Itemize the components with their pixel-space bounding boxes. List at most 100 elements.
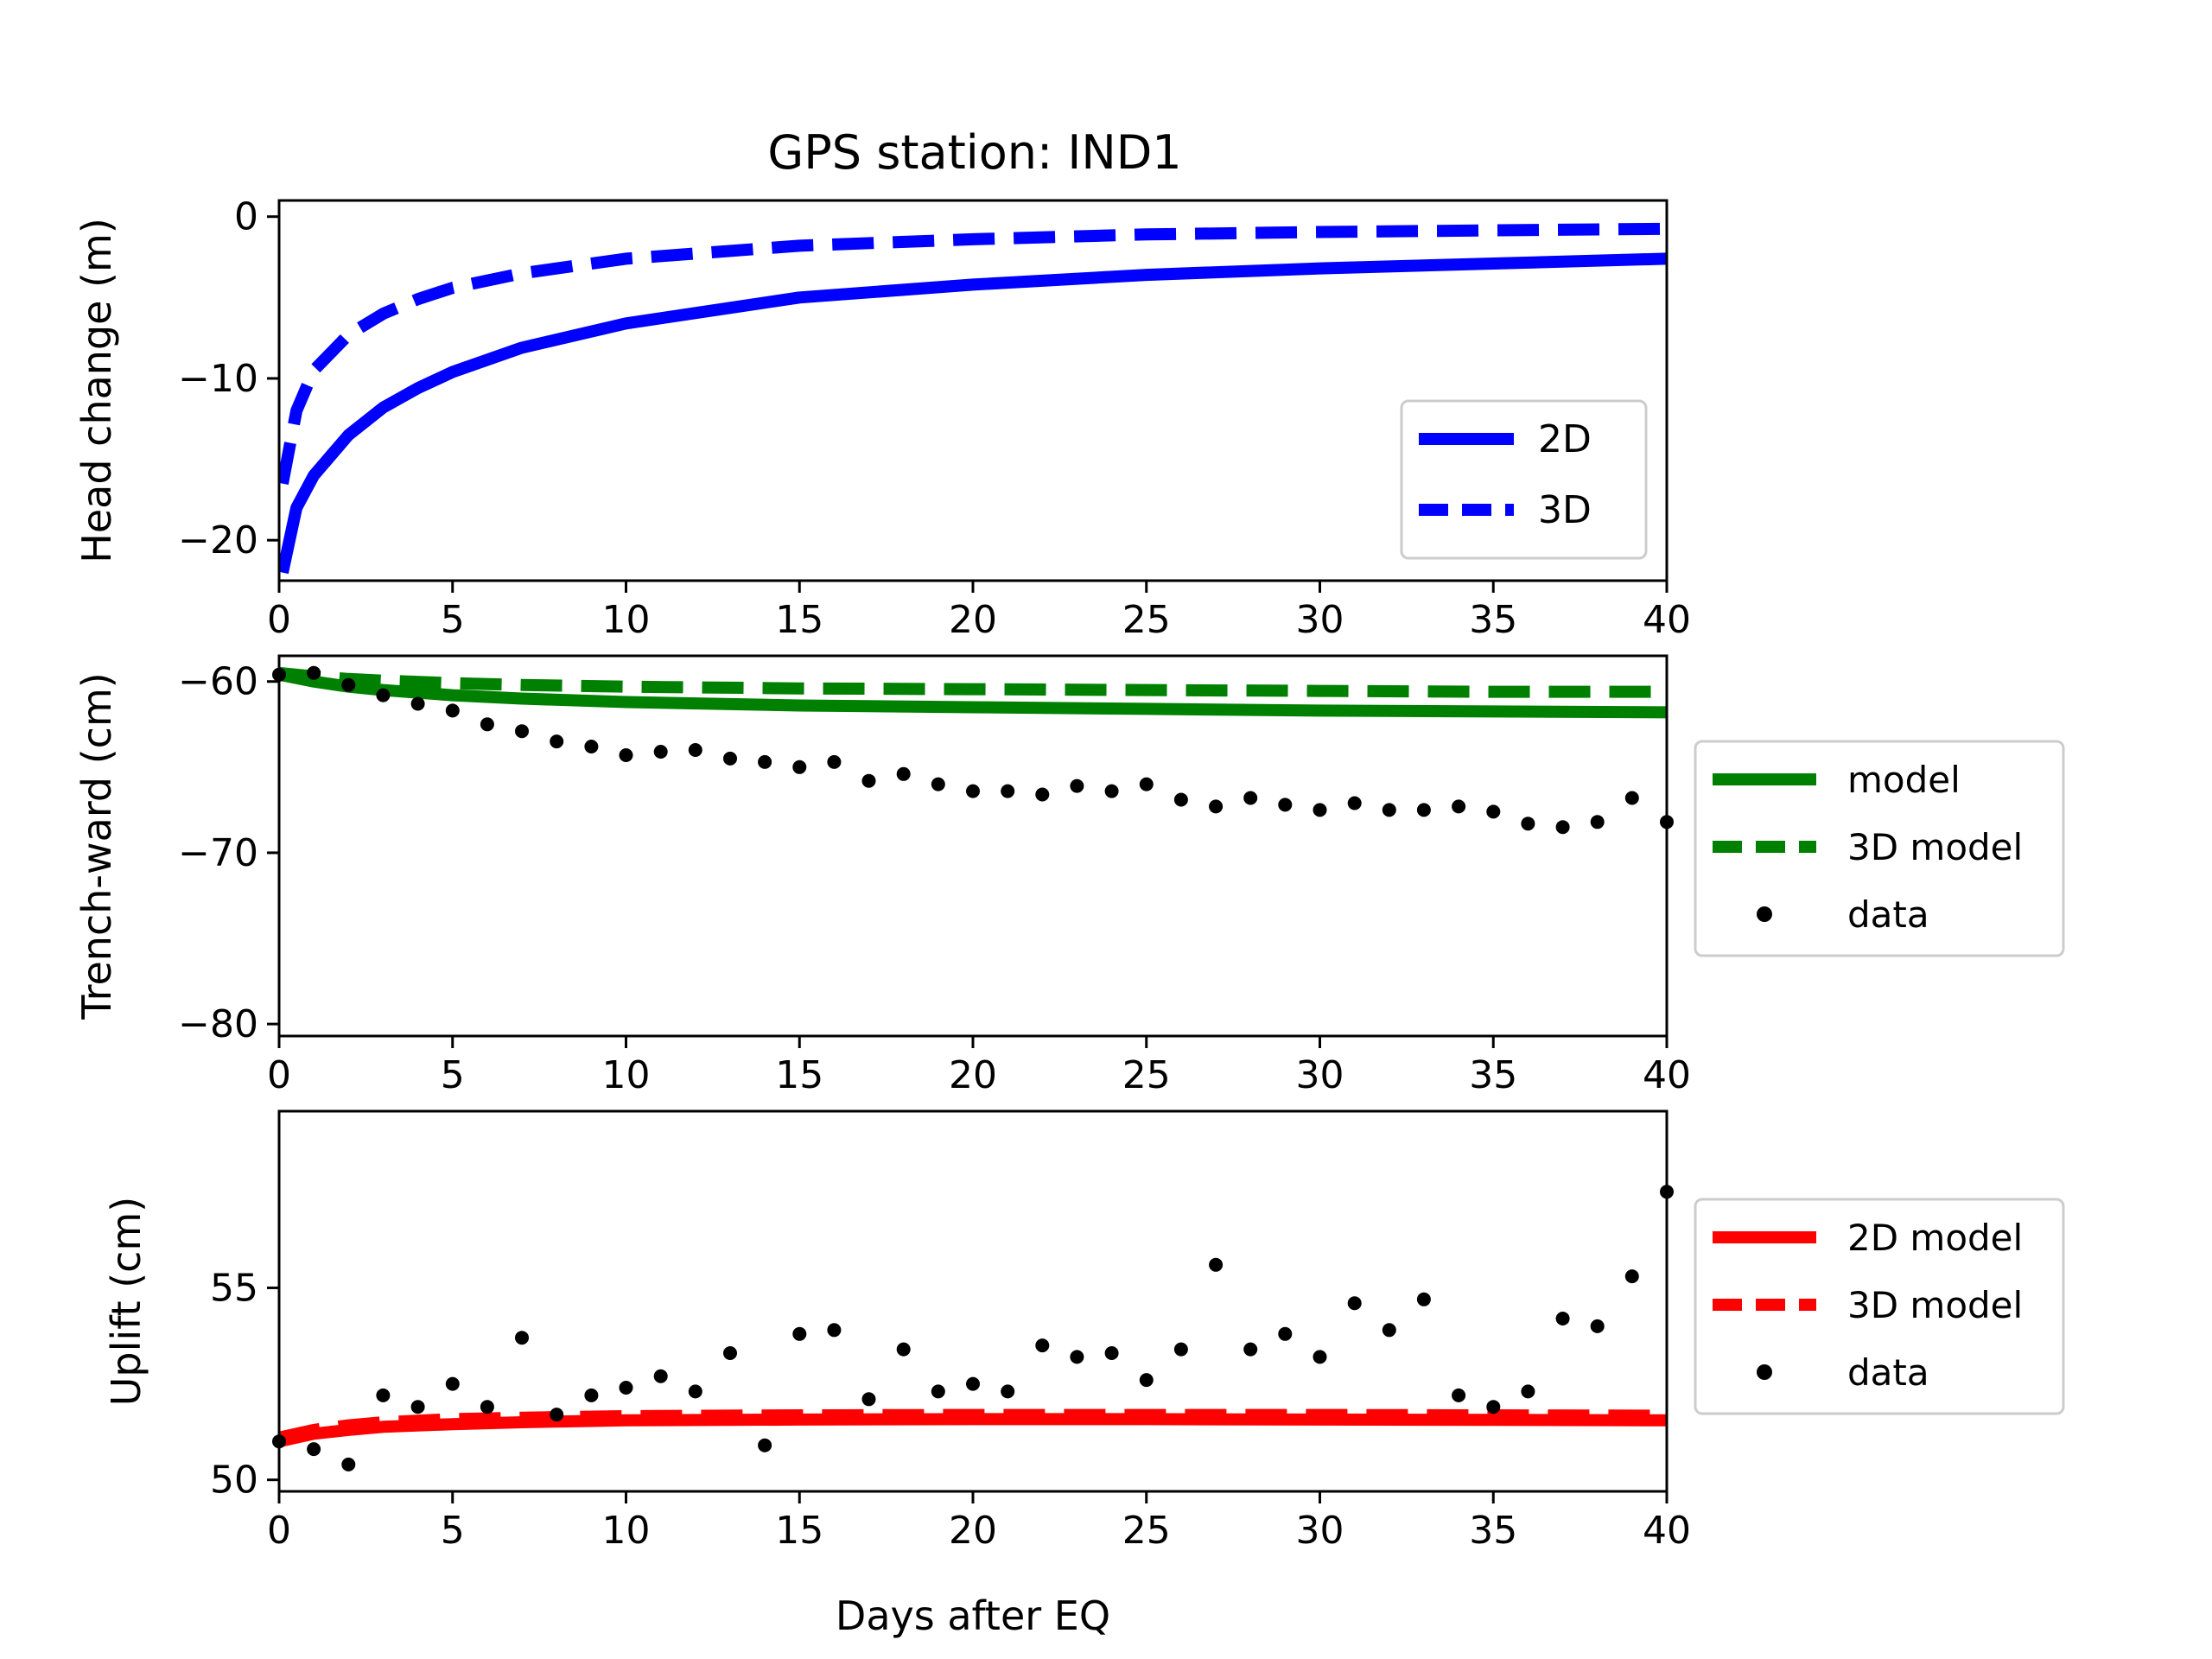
data-point-data xyxy=(550,734,564,749)
data-point-data xyxy=(861,773,876,788)
x-tick-label: 5 xyxy=(441,1509,465,1553)
data-point-data xyxy=(307,665,321,680)
x-tick-label: 10 xyxy=(602,1509,651,1553)
legend-box xyxy=(1694,740,2065,957)
x-axis-label: Days after EQ xyxy=(836,1592,1110,1639)
x-tick-label: 40 xyxy=(1643,598,1691,642)
data-point-data xyxy=(1521,817,1535,831)
data-point-data xyxy=(1486,1400,1501,1414)
y-tick-label: −20 xyxy=(178,518,258,563)
series-line-3d-model xyxy=(279,1408,1667,1444)
panel-head-change: 0 5 10 15 20 25 30 35 400−10−20 Head change (m) … xyxy=(73,195,1691,642)
series-points xyxy=(272,1185,1674,1471)
data-point-data xyxy=(827,754,842,769)
data-point-data xyxy=(550,1408,564,1422)
data-point-data xyxy=(688,743,702,757)
data-point-data xyxy=(1139,777,1154,791)
data-point-data xyxy=(792,760,807,774)
data-point-data xyxy=(1001,1384,1015,1399)
data-point-data xyxy=(480,717,494,732)
data-point-data xyxy=(1555,1312,1570,1325)
data-point-data xyxy=(445,1376,460,1391)
data-point-data xyxy=(896,766,911,781)
data-point-data xyxy=(410,696,425,711)
axis-ticks: 0 5 10 15 20 25 30 35 40 0 −10 −20 xyxy=(178,195,1691,642)
data-point-data xyxy=(758,754,772,769)
x-tick-label: 30 xyxy=(1296,1053,1344,1097)
data-point-data xyxy=(1035,787,1050,802)
x-tick-label: 10 xyxy=(602,598,651,642)
y-axis-label: Trench-ward (cm) xyxy=(73,672,120,1020)
data-point-data xyxy=(1139,1373,1154,1388)
data-point-data xyxy=(723,751,737,766)
x-tick-label: 30 xyxy=(1296,598,1344,642)
data-point-data xyxy=(515,724,529,739)
data-point-data xyxy=(966,1376,980,1391)
legend: 2D model 3D model data xyxy=(1694,1198,2065,1415)
data-point-data xyxy=(584,740,599,753)
data-point-data xyxy=(1070,779,1084,793)
data-point-data xyxy=(653,745,668,759)
data-point-data xyxy=(966,784,980,798)
data-point-data xyxy=(1278,798,1293,812)
legend-label-3d: 3D xyxy=(1538,488,1592,532)
x-tick-label: 20 xyxy=(949,598,997,642)
legend-label-data: data xyxy=(1847,893,1929,936)
legend-label-3d-model: 3D model xyxy=(1847,1284,2023,1326)
data-point-data xyxy=(1452,799,1466,814)
data-point-data xyxy=(931,777,945,791)
data-point-data xyxy=(619,748,633,762)
legend-box xyxy=(1694,1198,2065,1415)
data-point-data xyxy=(723,1346,737,1360)
y-axis-label: Uplift (cm) xyxy=(103,1197,149,1406)
data-point-data xyxy=(1590,815,1605,830)
x-tick-label: 35 xyxy=(1469,1509,1517,1553)
data-point-data xyxy=(1590,1319,1605,1333)
data-point-data xyxy=(515,1331,529,1345)
data-point-data xyxy=(1313,803,1327,817)
data-point-data xyxy=(827,1323,842,1338)
x-tick-label: 25 xyxy=(1122,598,1171,642)
legend-label-3d-model: 3D model xyxy=(1847,826,2023,868)
series-line-2d xyxy=(279,252,1667,575)
data-point-data xyxy=(410,1400,425,1414)
x-tick-label: 20 xyxy=(949,1053,997,1097)
data-point-data xyxy=(1452,1388,1466,1402)
x-tick-label: 15 xyxy=(775,598,823,642)
data-point-data xyxy=(1209,799,1224,814)
y-tick-label: −70 xyxy=(178,831,258,875)
data-point-data xyxy=(1001,784,1015,798)
data-point-data xyxy=(861,1392,876,1407)
data-point-data xyxy=(341,1457,356,1471)
y-tick-label: 50 xyxy=(210,1459,258,1503)
data-point-data xyxy=(1104,1346,1119,1360)
panel-uplift: 0 5 10 15 20 25 30 35 40 55 50 Uplift (cm) 2D mode… xyxy=(103,1109,2065,1553)
data-point-data xyxy=(653,1369,668,1383)
legend: 2D 3D xyxy=(1400,399,1648,560)
y-tick-label: −10 xyxy=(178,357,258,401)
y-axis-label: Head change (m) xyxy=(73,218,120,563)
series-points xyxy=(272,665,1674,835)
legend-label-data: data xyxy=(1847,1351,1929,1394)
data-point-data xyxy=(1243,1342,1258,1357)
data-point-data xyxy=(758,1438,772,1452)
data-point-data xyxy=(1313,1350,1327,1364)
x-tick-label: 30 xyxy=(1296,1509,1344,1553)
data-point-data xyxy=(1521,1384,1535,1399)
data-point-data xyxy=(341,677,356,692)
data-point-data xyxy=(1416,803,1431,817)
legend-box xyxy=(1400,399,1648,560)
x-tick-label: 35 xyxy=(1469,1053,1517,1097)
legend-label-2d-model: 2D model xyxy=(1847,1217,2023,1259)
series-lines xyxy=(279,222,1667,575)
data-point-data xyxy=(1624,1269,1639,1284)
x-tick-label: 25 xyxy=(1122,1509,1171,1553)
x-tick-label: 20 xyxy=(949,1509,997,1553)
y-tick-label: 0 xyxy=(234,195,258,239)
data-point-data xyxy=(584,1388,599,1402)
data-point-data xyxy=(1104,784,1119,798)
data-point-data xyxy=(1243,791,1258,805)
data-point-data xyxy=(307,1442,321,1457)
y-tick-label: −60 xyxy=(178,660,258,704)
